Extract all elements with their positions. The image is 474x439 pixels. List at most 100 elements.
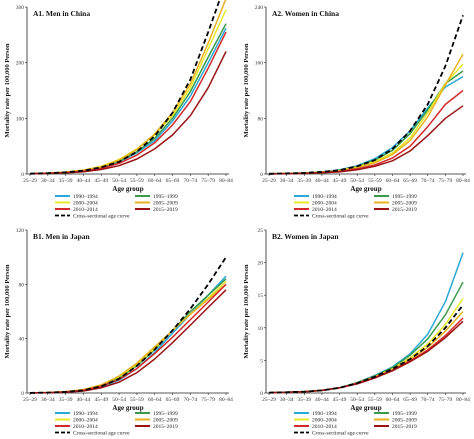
y-tick-label: 80 [19, 282, 25, 288]
y-tick-label: 100 [16, 116, 25, 122]
series-line-5 [29, 31, 227, 175]
legend-label: Cross-sectional age curve [312, 214, 369, 220]
x-tick-label: 80–84 [219, 397, 233, 403]
y-tick-label: 200 [16, 61, 25, 67]
x-tick-label: 75–79 [201, 178, 215, 184]
legend-label: 2005–2009 [153, 418, 178, 424]
legend-label: 2015–2019 [392, 424, 417, 430]
x-tick-label: 70–74 [421, 178, 435, 184]
legend-label: 2005–2009 [392, 418, 417, 424]
x-tick-label: 50–54 [350, 397, 364, 403]
legend-label: 2005–2009 [392, 201, 417, 207]
x-tick-label: 40–44 [315, 397, 329, 403]
legend-label: Cross-sectional age curve [73, 431, 130, 437]
legend-label: 1990–1994 [312, 194, 337, 200]
y-tick-label: 40 [19, 337, 25, 343]
series-line-7 [29, 0, 221, 175]
x-tick-label: 30–34 [280, 397, 294, 403]
x-tick-label: 25–29 [262, 178, 276, 184]
legend-label: 2010–2014 [312, 207, 337, 213]
panel-title: B1. Men in Japan [33, 232, 91, 241]
y-tick-label: 10 [258, 326, 264, 332]
y-axis-title: Mortality rate per 100,000 Person [4, 264, 11, 358]
series-line-7 [268, 304, 464, 394]
x-tick-label: 55–59 [130, 397, 144, 403]
x-tick-label: 45–49 [333, 397, 347, 403]
series-line-2 [29, 23, 227, 175]
x-tick-label: 60–64 [386, 397, 400, 403]
y-axis-title: Mortality rate per 100,000 Person [243, 43, 250, 137]
y-tick-label: 25 [258, 228, 264, 234]
x-tick-label: 70–74 [183, 397, 197, 403]
x-tick-label: 60–64 [148, 178, 162, 184]
series-line-2 [268, 70, 464, 175]
series-line-1 [29, 27, 227, 175]
x-tick-label: 80–84 [219, 178, 233, 184]
series-line-4 [29, 0, 227, 175]
y-tick-label: 20 [258, 261, 264, 267]
legend-label: Cross-sectional age curve [73, 214, 130, 220]
series-line-2 [29, 278, 227, 394]
x-tick-label: 35–39 [297, 397, 311, 403]
panel-title: A1. Men in China [33, 9, 90, 18]
y-tick-label: 5 [260, 358, 263, 364]
x-tick-label: 80–84 [456, 178, 470, 184]
x-tick-label: 75–79 [201, 397, 215, 403]
panel-title: B2. Women in Japan [272, 232, 339, 241]
x-tick-label: 75–79 [438, 178, 452, 184]
x-tick-label: 55–59 [368, 178, 382, 184]
x-tick-label: 35–39 [59, 178, 73, 184]
x-tick-label: 65–69 [166, 397, 180, 403]
legend-label: 2010–2014 [73, 207, 98, 213]
x-tick-label: 35–39 [59, 397, 73, 403]
legend-label: 2010–2014 [73, 424, 98, 430]
legend-label: 2015–2019 [153, 207, 178, 213]
x-tick-label: 30–34 [280, 178, 294, 184]
y-tick-label: 300 [16, 5, 25, 11]
legend-label: 2010–2014 [312, 424, 337, 430]
series-line-4 [268, 53, 464, 175]
legend-label: 1995–1999 [392, 411, 417, 417]
y-tick-label: 80 [258, 116, 264, 122]
x-tick-label: 50–54 [350, 178, 364, 184]
series-line-6 [268, 320, 464, 394]
y-tick-label: 120 [16, 228, 25, 234]
x-tick-label: 45–49 [94, 178, 108, 184]
y-tick-label: 0 [21, 172, 24, 178]
y-tick-label: 15 [258, 293, 264, 299]
x-tick-label: 50–54 [112, 178, 126, 184]
chart-panel-1: 0 100 200 300 25–29 30–34 35–39 40–44 45–49 50–54… [4, 0, 233, 220]
x-tick-label: 40–44 [77, 178, 91, 184]
legend-label: 1995–1999 [153, 194, 178, 200]
series-line-1 [268, 252, 464, 394]
x-tick-label: 70–74 [183, 178, 197, 184]
y-axis-title: Mortality rate per 100,000 Person [243, 264, 250, 358]
legend-label: 1995–1999 [392, 194, 417, 200]
series-line-1 [29, 275, 227, 394]
x-tick-label: 30–34 [41, 178, 55, 184]
legend-label: 2000–2004 [73, 418, 98, 424]
x-tick-label: 65–69 [403, 178, 417, 184]
legend-label: Cross-sectional age curve [312, 431, 369, 437]
x-tick-label: 45–49 [333, 178, 347, 184]
y-tick-label: 0 [260, 391, 263, 397]
legend: 1990–1994 1995–1999 2000–2004 2005–2009 2010… [55, 411, 178, 437]
series-line-3 [29, 9, 227, 175]
x-tick-label: 40–44 [315, 178, 329, 184]
legend-label: 2005–2009 [153, 201, 178, 207]
legend-label: 1990–1994 [73, 411, 98, 417]
series-line-1 [268, 75, 464, 175]
x-tick-label: 25–29 [23, 178, 37, 184]
y-tick-label: 240 [255, 5, 264, 11]
chart-panel-4: 0 5 10 15 20 25 25–29 30–34 35–39 40–44 45–49 50–54… [243, 228, 470, 437]
x-tick-label: 30–34 [41, 397, 55, 403]
legend-label: 2000–2004 [312, 418, 337, 424]
x-tick-label: 55–59 [368, 397, 382, 403]
x-tick-label: 45–49 [94, 397, 108, 403]
x-axis-title: Age group [112, 404, 143, 412]
x-tick-label: 25–29 [23, 397, 37, 403]
x-tick-label: 70–74 [421, 397, 435, 403]
x-tick-label: 65–69 [166, 178, 180, 184]
x-tick-label: 50–54 [112, 397, 126, 403]
